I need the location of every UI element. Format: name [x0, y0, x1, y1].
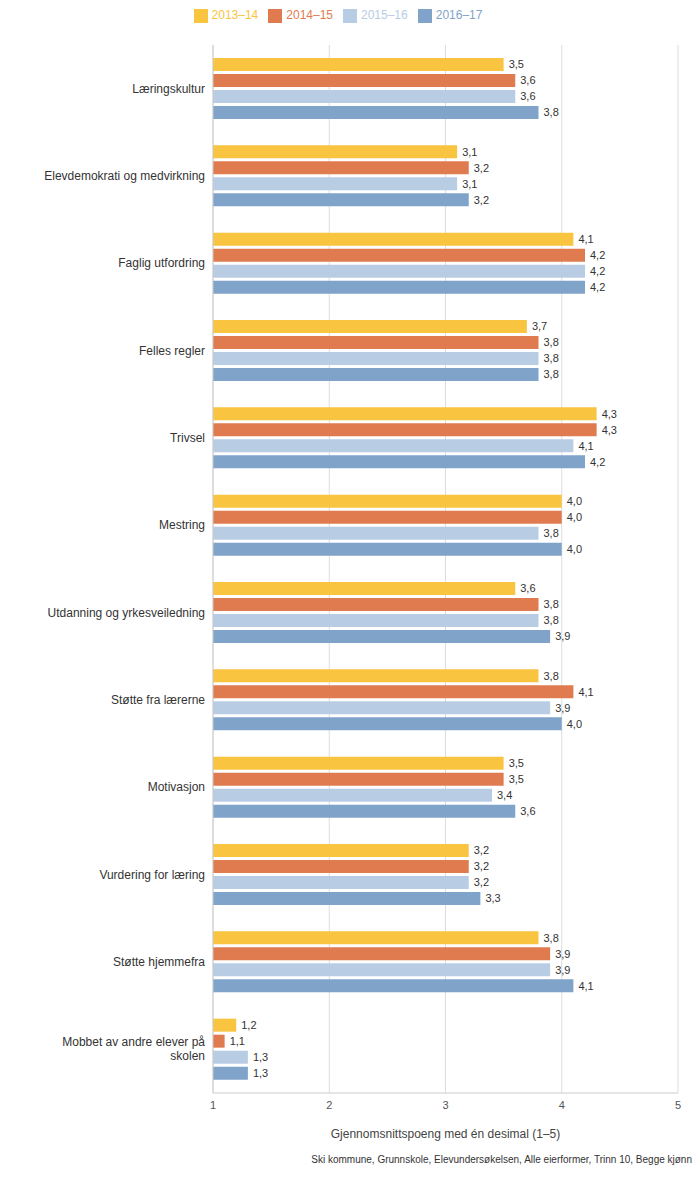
- svg-text:Støtte fra lærerne: Støtte fra lærerne: [111, 693, 205, 707]
- svg-text:3,5: 3,5: [509, 773, 524, 785]
- svg-text:3,8: 3,8: [544, 598, 559, 610]
- svg-text:3,2: 3,2: [474, 860, 489, 872]
- svg-text:4,3: 4,3: [602, 424, 617, 436]
- svg-text:3,8: 3,8: [544, 336, 559, 348]
- svg-text:4,2: 4,2: [590, 265, 605, 277]
- html-text:2015–16: 2015–16: [361, 8, 408, 22]
- svg-text:3,6: 3,6: [520, 74, 535, 86]
- html-text:2013–14: 2013–14: [211, 8, 259, 22]
- svg-text:Læringskultur: Læringskultur: [132, 82, 205, 96]
- svg-text:Motivasjon: Motivasjon: [148, 780, 205, 794]
- svg-text:Trivsel: Trivsel: [170, 431, 205, 445]
- svg-text:1,1: 1,1: [230, 1035, 245, 1047]
- svg-text:1,3: 1,3: [253, 1067, 268, 1079]
- svg-text:Støtte hjemmefra: Støtte hjemmefra: [113, 955, 205, 969]
- svg-text:4,1: 4,1: [578, 233, 593, 245]
- svg-text:3,9: 3,9: [555, 948, 570, 960]
- svg-text:4,3: 4,3: [602, 408, 617, 420]
- svg-text:3,7: 3,7: [532, 320, 547, 332]
- svg-text:3,1: 3,1: [462, 146, 477, 158]
- svg-text:4,1: 4,1: [578, 980, 593, 992]
- svg-text:3: 3: [442, 1099, 448, 1111]
- svg-text:4,2: 4,2: [590, 281, 605, 293]
- html-text:Ski kommune, Grunnskole, Elevu: Ski kommune, Grunnskole, Elevundersøkels…: [311, 1154, 692, 1165]
- svg-text:3,8: 3,8: [544, 527, 559, 539]
- svg-text:Elevdemokrati og medvirkning: Elevdemokrati og medvirkning: [44, 169, 205, 183]
- svg-text:4,2: 4,2: [590, 456, 605, 468]
- svg-text:Felles regler: Felles regler: [139, 344, 205, 358]
- svg-text:3,8: 3,8: [544, 352, 559, 364]
- svg-text:3,6: 3,6: [520, 90, 535, 102]
- svg-text:Utdanning og yrkesveiledning: Utdanning og yrkesveiledning: [48, 606, 205, 620]
- svg-text:3,8: 3,8: [544, 106, 559, 118]
- svg-text:3,3: 3,3: [485, 892, 500, 904]
- svg-text:1: 1: [210, 1099, 216, 1111]
- svg-text:4,0: 4,0: [567, 511, 582, 523]
- html-text:2014–15: 2014–15: [286, 8, 333, 22]
- svg-text:3,6: 3,6: [520, 582, 535, 594]
- svg-text:3,8: 3,8: [544, 670, 559, 682]
- svg-text:Faglig utfordring: Faglig utfordring: [118, 256, 205, 270]
- svg-text:3,8: 3,8: [544, 932, 559, 944]
- svg-text:Mobbet av andre elever påskole: Mobbet av andre elever påskolen: [62, 1035, 205, 1063]
- svg-text:Mestring: Mestring: [159, 518, 205, 532]
- svg-text:1,3: 1,3: [253, 1051, 268, 1063]
- svg-text:3,2: 3,2: [474, 876, 489, 888]
- svg-text:3,9: 3,9: [555, 630, 570, 642]
- svg-text:3,9: 3,9: [555, 964, 570, 976]
- svg-text:3,4: 3,4: [497, 789, 512, 801]
- svg-text:3,2: 3,2: [474, 194, 489, 206]
- svg-text:3,6: 3,6: [520, 805, 535, 817]
- svg-text:Gjennomsnittspoeng med én desi: Gjennomsnittspoeng med én desimal (1–5): [331, 1127, 560, 1141]
- svg-text:Vurdering for læring: Vurdering for læring: [99, 868, 205, 882]
- svg-text:4: 4: [559, 1099, 565, 1111]
- svg-text:4,1: 4,1: [578, 440, 593, 452]
- svg-text:4,0: 4,0: [567, 495, 582, 507]
- svg-text:3,2: 3,2: [474, 844, 489, 856]
- svg-text:3,9: 3,9: [555, 702, 570, 714]
- svg-text:3,8: 3,8: [544, 614, 559, 626]
- svg-text:1,2: 1,2: [241, 1019, 256, 1031]
- svg-text:3,5: 3,5: [509, 58, 524, 70]
- svg-text:2: 2: [326, 1099, 332, 1111]
- html-text:2016–17: 2016–17: [435, 8, 483, 22]
- svg-text:3,8: 3,8: [544, 368, 559, 380]
- svg-text:4,2: 4,2: [590, 249, 605, 261]
- svg-text:4,0: 4,0: [567, 543, 582, 555]
- svg-text:4,1: 4,1: [578, 686, 593, 698]
- svg-text:4,0: 4,0: [567, 718, 582, 730]
- svg-text:3,1: 3,1: [462, 178, 477, 190]
- svg-text:3,5: 3,5: [509, 757, 524, 769]
- svg-text:3,2: 3,2: [474, 162, 489, 174]
- svg-text:5: 5: [675, 1099, 681, 1111]
